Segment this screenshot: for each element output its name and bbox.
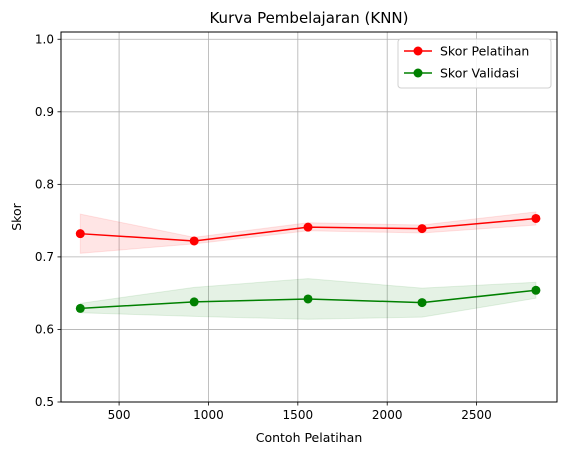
- series-0-point: [189, 236, 199, 246]
- series-0-point: [75, 229, 85, 239]
- x-tick-label: 1500: [283, 408, 314, 422]
- y-tick-label: 0.8: [35, 177, 54, 191]
- legend: Skor Pelatihan Skor Validasi: [397, 38, 552, 89]
- chart-title: Kurva Pembelajaran (KNN): [209, 9, 408, 27]
- y-tick-label: 0.9: [35, 105, 54, 119]
- series-1-point: [531, 285, 541, 295]
- y-axis-label: Skor: [9, 202, 24, 230]
- x-tick-label: 2000: [372, 408, 403, 422]
- legend-marker-1: [413, 68, 423, 78]
- series-layer: [75, 213, 541, 313]
- y-tick-label: 0.6: [35, 322, 54, 336]
- legend-box: [397, 38, 552, 89]
- series-0-point: [417, 224, 427, 234]
- plot-frame: [60, 31, 558, 403]
- series-1-point: [417, 298, 427, 308]
- y-tick-label: 0.5: [35, 395, 54, 409]
- y-tick-label: 1.0: [35, 32, 54, 46]
- x-tick-label: 2500: [461, 408, 492, 422]
- series-1-point: [75, 303, 85, 313]
- tick-layer: 500 1000 1500 2000 2500 0.5 0.6 0.7 0.8 0.9 1.0: [35, 32, 492, 422]
- series-0-point: [303, 222, 313, 232]
- legend-label-1: Skor Validasi: [440, 66, 519, 81]
- legend-marker-0: [413, 46, 423, 56]
- y-tick-label: 0.7: [35, 250, 54, 264]
- series-1-point: [303, 294, 313, 304]
- legend-label-0: Skor Pelatihan: [440, 44, 529, 59]
- series-1-point: [189, 297, 199, 307]
- x-tick-label: 500: [108, 408, 131, 422]
- x-tick-label: 1000: [193, 408, 224, 422]
- series-0-point: [531, 213, 541, 223]
- x-axis-label: Contoh Pelatihan: [256, 430, 363, 445]
